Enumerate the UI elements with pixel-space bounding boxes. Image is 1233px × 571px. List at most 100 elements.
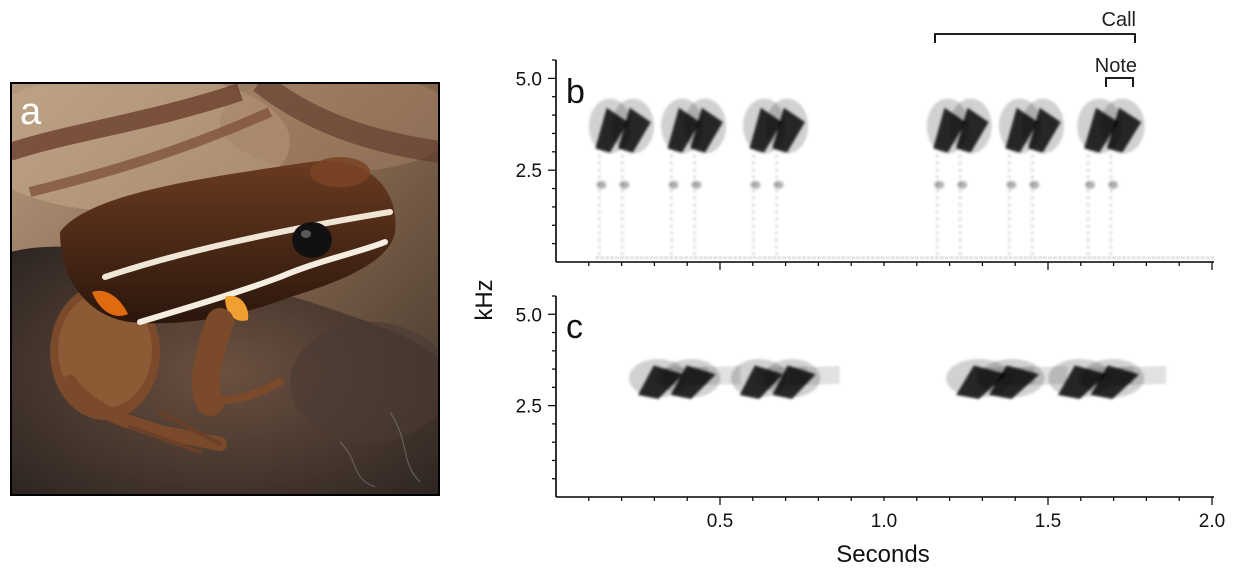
call-mark-6 — [1077, 98, 1145, 258]
noise-mark — [654, 256, 659, 260]
noise-mark — [629, 256, 634, 260]
noise-mark — [767, 256, 772, 260]
note-trail — [1110, 366, 1167, 370]
harmonic-mark — [957, 180, 968, 189]
noise-mark — [624, 256, 629, 260]
call-mark-5 — [998, 98, 1065, 258]
noise-mark — [929, 256, 934, 260]
noise-mark — [1062, 256, 1067, 260]
noise-mark — [1161, 256, 1166, 260]
noise-mark — [698, 256, 703, 260]
harmonic-mark — [596, 180, 607, 189]
noise-mark — [925, 256, 929, 260]
noise-mark — [1028, 256, 1033, 260]
noise-mark — [836, 256, 841, 260]
frog-photo: a — [10, 82, 440, 496]
note-bracket — [1105, 77, 1134, 87]
noise-mark — [939, 256, 944, 260]
noise-mark — [738, 256, 743, 260]
noise-mark — [1116, 256, 1121, 260]
noise-mark — [708, 256, 713, 260]
note-trail — [688, 366, 741, 370]
call-mark-1 — [588, 98, 655, 258]
noise-mark — [649, 256, 654, 260]
harmonic-mark — [1108, 180, 1119, 189]
noise-mark — [826, 256, 831, 260]
noise-mark — [856, 256, 861, 260]
noise-mark — [772, 256, 777, 260]
noise-mark — [1043, 256, 1048, 260]
noise-mark — [1126, 256, 1131, 260]
noise-mark — [1048, 256, 1052, 260]
noise-mark — [659, 256, 664, 260]
x-axis-label: Seconds — [836, 541, 929, 568]
noise-mark — [821, 256, 826, 260]
note-trail — [1110, 372, 1167, 376]
noise-mark — [831, 256, 836, 260]
note-trail — [1110, 369, 1167, 373]
noise-mark — [1166, 256, 1171, 260]
y-tick-label: 2.5 — [516, 397, 542, 418]
call-bracket — [934, 33, 1136, 43]
noise-mark — [723, 256, 728, 260]
harmonic-mark — [1029, 180, 1040, 189]
noise-mark — [1195, 256, 1200, 260]
noise-mark — [1175, 256, 1180, 260]
note-annotation: Note — [1095, 55, 1137, 87]
harmonic-mark — [1006, 180, 1017, 189]
noise-mark — [1210, 256, 1215, 260]
x-tick-label: 0.5 — [707, 511, 733, 532]
noise-mark — [1067, 256, 1072, 260]
noise-mark — [861, 256, 866, 260]
noise-mark — [1151, 256, 1156, 260]
noise-mark — [806, 256, 811, 260]
noise-mark — [816, 256, 821, 260]
noise-mark — [752, 256, 757, 260]
call-mark-4 — [926, 98, 992, 258]
noise-mark — [634, 256, 639, 260]
note-trail — [1110, 378, 1167, 382]
noise-mark — [910, 256, 915, 260]
call-annotation: Call — [934, 9, 1136, 43]
note-trail — [1110, 381, 1167, 385]
noise-mark — [811, 256, 816, 260]
noise-mark — [639, 256, 644, 260]
noise-mark — [959, 256, 964, 260]
noise-mark — [1057, 256, 1062, 260]
noise-mark — [890, 256, 895, 260]
noise-mark — [1111, 256, 1116, 260]
y-tick-label: 2.5 — [516, 161, 542, 182]
harmonic-mark — [619, 180, 630, 189]
noise-mark — [846, 256, 851, 260]
harmonic-mark — [934, 180, 945, 189]
noise-mark — [664, 256, 669, 260]
noise-mark — [728, 256, 733, 260]
noise-mark — [1136, 256, 1141, 260]
spectrogram-panel-b — [588, 98, 1215, 260]
call-label: Call — [1102, 9, 1136, 31]
noise-mark — [1052, 256, 1057, 260]
note-halo — [949, 98, 992, 154]
noise-mark — [802, 256, 806, 260]
noise-mark — [934, 256, 939, 260]
note-trail — [789, 369, 840, 373]
noise-mark — [610, 256, 615, 260]
noise-mark — [1200, 256, 1205, 260]
noise-mark — [954, 256, 959, 260]
call-mark-3 — [946, 359, 1068, 400]
noise-mark — [1141, 256, 1146, 260]
y-axis-label: kHz — [471, 279, 498, 320]
note-halo — [1100, 98, 1145, 154]
panel-label-c: c — [566, 308, 583, 346]
noise-mark — [895, 256, 900, 260]
noise-mark — [683, 256, 688, 260]
noise-mark — [605, 256, 610, 260]
noise-mark — [900, 256, 905, 260]
noise-mark — [1018, 256, 1023, 260]
noise-mark — [693, 256, 698, 260]
note-trail — [1110, 375, 1167, 379]
noise-mark — [674, 256, 679, 260]
noise-mark — [703, 256, 708, 260]
noise-mark — [1102, 256, 1107, 260]
noise-mark — [841, 256, 846, 260]
